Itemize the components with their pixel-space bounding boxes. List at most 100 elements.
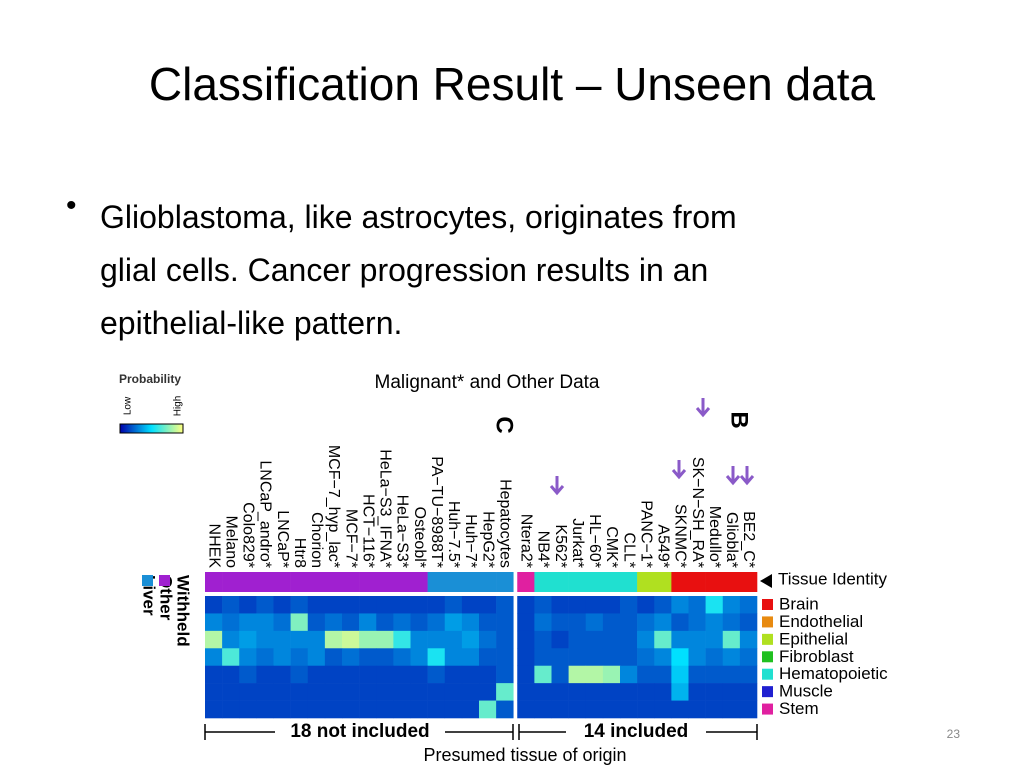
heatmap-cell xyxy=(534,630,552,649)
heatmap-cell xyxy=(393,683,411,701)
column-label: Huh−7.5* xyxy=(445,501,462,568)
heatmap-cell xyxy=(342,700,360,719)
heatmap-cell xyxy=(324,683,343,701)
heatmap-cell xyxy=(376,665,394,684)
heatmap-cell xyxy=(496,665,514,684)
row-legend-label: Stem xyxy=(779,699,819,718)
heatmap-cell xyxy=(585,630,604,649)
heatmap-cell xyxy=(496,683,514,701)
heatmap-cell xyxy=(307,630,326,649)
heatmap-cell xyxy=(705,683,724,701)
heatmap-cell xyxy=(637,665,655,684)
column-label: HL−60* xyxy=(586,514,603,568)
colorbar xyxy=(119,423,184,434)
heatmap-cell xyxy=(461,700,480,719)
left-legend-swatch xyxy=(142,575,153,586)
heatmap-cell xyxy=(273,630,291,649)
heatmap-cell xyxy=(222,683,240,701)
heatmap-cell xyxy=(359,596,377,614)
group-label: 14 included xyxy=(584,721,689,742)
heatmap-cell xyxy=(410,648,428,667)
heatmap-cell xyxy=(427,683,446,701)
heatmap-cell xyxy=(479,630,497,649)
heatmap-cell xyxy=(534,648,552,667)
heatmap-cell xyxy=(654,630,672,649)
heatmap-cell xyxy=(671,683,689,701)
figure: Probability Low High Malignant* and Othe… xyxy=(119,372,888,743)
heatmap-cell xyxy=(427,630,446,649)
heatmap-cell xyxy=(654,683,672,701)
heatmap-cell xyxy=(239,596,257,614)
heatmap-cell xyxy=(637,596,655,614)
heatmap-cell xyxy=(273,596,291,614)
heatmap-cell xyxy=(444,613,463,632)
identity-cell xyxy=(427,572,446,592)
identity-cell xyxy=(222,572,240,592)
heatmap-cell xyxy=(585,613,604,632)
heatmap-cell xyxy=(205,630,223,649)
heatmap-cell xyxy=(205,613,223,632)
heatmap-cell xyxy=(427,648,446,667)
heatmap-cell xyxy=(359,700,377,719)
column-label: MCF−7_hyp_lac* xyxy=(325,445,342,568)
column-label: Huh−7* xyxy=(462,514,479,568)
heatmap-cell xyxy=(256,665,274,684)
heatmap-cell xyxy=(722,613,741,632)
heatmap-cell xyxy=(307,700,326,719)
heatmap-cell xyxy=(654,665,672,684)
identity-cell xyxy=(410,572,428,592)
row-legend-swatch xyxy=(762,668,773,680)
heatmap-cell xyxy=(671,665,689,684)
heatmap-cell xyxy=(517,613,535,632)
heatmap-cell xyxy=(534,596,552,614)
heatmap-cell xyxy=(722,630,741,649)
heatmap-cell xyxy=(496,596,514,614)
left-legend-swatch xyxy=(159,575,170,586)
row-legend-swatch xyxy=(762,703,773,715)
identity-cell xyxy=(273,572,291,592)
heatmap-cell xyxy=(739,700,758,719)
heatmap-cell xyxy=(342,648,360,667)
row-legend-swatch xyxy=(762,616,773,628)
heatmap-cell xyxy=(620,613,638,632)
colorbar-low: Low xyxy=(123,396,134,415)
heatmap-cell xyxy=(427,596,446,614)
heatmap-cell xyxy=(602,630,621,649)
heatmap-cell xyxy=(722,648,741,667)
heatmap-cell xyxy=(496,700,514,719)
identity-cell xyxy=(654,572,672,592)
identity-cell xyxy=(307,572,326,592)
heatmap-cell xyxy=(205,596,223,614)
heatmap-cell xyxy=(461,665,480,684)
heatmap-cell xyxy=(637,700,655,719)
heatmap-cell xyxy=(637,613,655,632)
identity-cell xyxy=(671,572,689,592)
heatmap-cell xyxy=(722,700,741,719)
heatmap-cell xyxy=(517,648,535,667)
heatmap-cell xyxy=(479,700,497,719)
heatmap-cell xyxy=(393,648,411,667)
label-bg xyxy=(566,721,706,743)
identity-cell xyxy=(705,572,724,592)
identity-cell xyxy=(517,572,535,592)
heatmap-cell xyxy=(568,596,587,614)
heatmap-cell xyxy=(620,683,638,701)
identity-cell xyxy=(359,572,377,592)
heatmap-cell xyxy=(479,613,497,632)
heatmap-cell xyxy=(205,700,223,719)
heatmap-cell xyxy=(602,648,621,667)
identity-cell xyxy=(534,572,552,592)
heatmap-cell xyxy=(410,630,428,649)
heatmap-cell xyxy=(256,683,274,701)
heatmap-cell xyxy=(427,665,446,684)
heatmap-cell xyxy=(273,648,291,667)
heatmap-cell xyxy=(620,648,638,667)
heatmap-cell xyxy=(410,596,428,614)
heatmap-cell xyxy=(705,700,724,719)
heatmap-cell xyxy=(256,700,274,719)
heatmap-cell xyxy=(307,665,326,684)
column-label: HCT−116* xyxy=(359,494,376,568)
identity-cell xyxy=(324,572,343,592)
heatmap-cell xyxy=(620,700,638,719)
left-legend-label: Other xyxy=(157,575,176,621)
